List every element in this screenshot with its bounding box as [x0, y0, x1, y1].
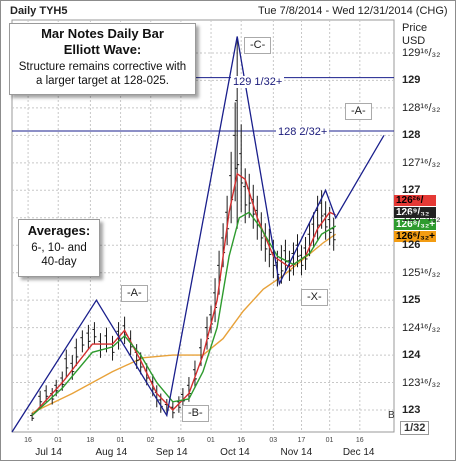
ma40-layer — [31, 233, 337, 414]
x-day-label: 01 — [116, 437, 125, 444]
x-day-label: 18 — [86, 437, 95, 444]
moving-averages — [31, 172, 337, 417]
wave-label-b: -B- — [182, 405, 209, 422]
y-tick-label: 126 — [402, 239, 421, 252]
x-month-label: Aug 14 — [95, 447, 128, 458]
elliott-wave-lines — [11, 36, 385, 433]
chart-title: Daily TYH5 — [10, 5, 68, 17]
corner-b-label: B — [388, 410, 395, 421]
y-tick-label: 124 — [402, 349, 421, 362]
wave-label-c: -C- — [244, 37, 272, 54]
ma6-line — [31, 172, 336, 416]
y-tick-label: 129 — [402, 74, 421, 87]
y-tick-label: 126¹⁶/₃₂ — [402, 211, 441, 224]
wave-path — [11, 36, 385, 433]
wave-label-x: -X- — [301, 289, 328, 306]
usd-axis-label: USD — [402, 35, 426, 47]
date-range: Tue 7/8/2014 - Wed 12/31/2014 (CHG) — [258, 5, 448, 17]
y-tick-label: 128 — [402, 129, 421, 142]
callout-title-line1: Mar Notes Daily Bar — [41, 26, 164, 41]
elliott-wave-callout: Mar Notes Daily Bar Elliott Wave: Struct… — [9, 23, 196, 95]
x-month-label: Sep 14 — [155, 447, 188, 458]
price-axis-label: Price — [402, 22, 428, 34]
averages-line1: 6-, 10- and — [31, 242, 87, 254]
x-month-label: Oct 14 — [220, 447, 250, 458]
x-day-label: 16 — [24, 437, 32, 444]
x-day-label: 02 — [146, 437, 155, 444]
averages-line2: 40-day — [41, 256, 77, 268]
x-day-label: 16 — [355, 437, 364, 444]
price-tag-ma40: 126⁶/₃₂+ — [394, 231, 436, 242]
y-tick-label: 127 — [402, 184, 421, 197]
ma10-line — [31, 211, 337, 417]
callout-body-line1: Structure remains corrective with — [18, 61, 187, 73]
level-label-128: 128 2/32+ — [276, 126, 330, 138]
ma40-line — [31, 233, 337, 414]
price-tag-ma6: 126²⁶/₃₂+ — [394, 195, 436, 217]
x-day-label: 03 — [269, 437, 278, 444]
y-tick-label: 129¹⁶/₃₂ — [402, 46, 441, 59]
wave-label-a-left: -A- — [121, 285, 148, 302]
wave-label-a-right: -A- — [345, 103, 372, 120]
fraction-button[interactable]: 1/32 — [400, 421, 430, 435]
y-tick-label: 125¹⁶/₃₂ — [402, 266, 441, 279]
averages-title: Averages: — [27, 223, 91, 238]
x-month-label: Dec 14 — [342, 447, 375, 458]
y-tick-label: 127¹⁶/₃₂ — [402, 156, 441, 169]
x-day-label: 01 — [207, 437, 215, 444]
y-tick-label: 128¹⁶/₃₂ — [402, 101, 441, 114]
averages-callout: Averages: 6-, 10- and 40-day — [18, 219, 100, 277]
x-month-label: Nov 14 — [280, 447, 313, 458]
level-label-129: 129 1/32+ — [231, 76, 285, 88]
y-tick-label: 123¹⁶/₃₂ — [402, 376, 441, 389]
callout-body-line2: a larger target at 128-025. — [36, 75, 169, 87]
y-tick-label: 124¹⁶/₃₂ — [402, 321, 441, 334]
x-day-label: 16 — [176, 437, 185, 444]
callout-title-line2: Elliott Wave: — [63, 42, 142, 57]
x-month-label: Jul 14 — [35, 447, 62, 458]
price-tag-last: 126⁹/₃₂ — [394, 207, 436, 218]
y-tick-label: 123 — [402, 404, 421, 417]
x-day-label: 17 — [297, 437, 306, 444]
x-day-label: 01 — [54, 437, 63, 444]
y-tick-label: 125 — [402, 294, 421, 307]
x-day-label: 01 — [325, 437, 334, 444]
x-day-label: 16 — [237, 437, 245, 444]
price-tag-ma10: 126⁸/₃₂+ — [394, 219, 436, 230]
